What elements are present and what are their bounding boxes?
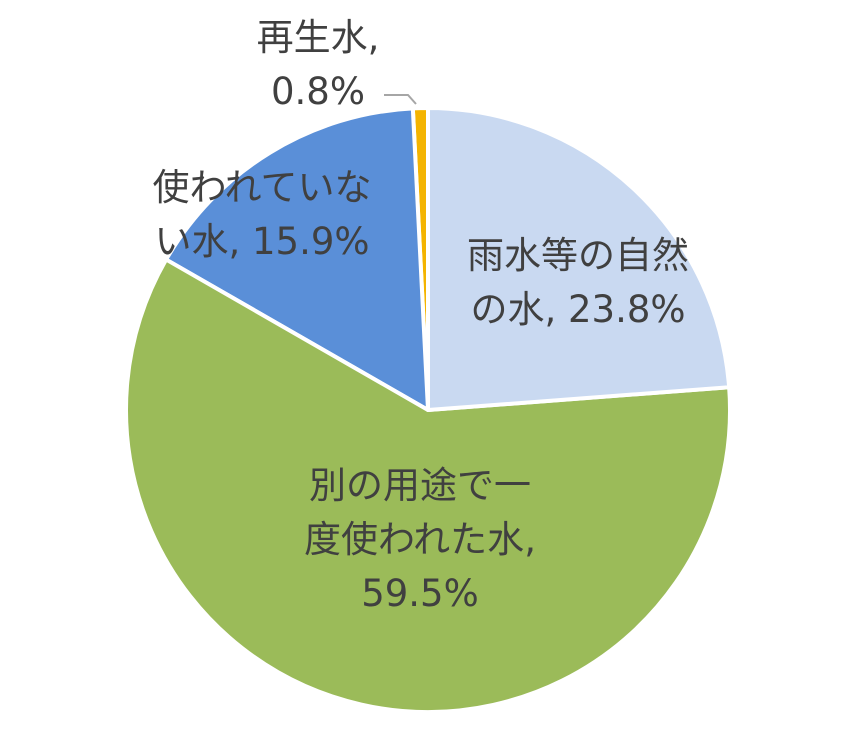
label-separator: , (524, 518, 536, 561)
label-category: 使われていない水 (152, 166, 372, 263)
pie-slice (124, 257, 732, 714)
pie-slice (164, 106, 430, 412)
label-separator: , (544, 288, 568, 331)
leader-line (384, 94, 417, 105)
label-category: 雨水等の自然の水 (467, 234, 689, 331)
label-value: 15.9% (251, 220, 370, 263)
label-separator: , (228, 220, 252, 263)
label-separator: , (367, 16, 380, 59)
data-label: 別の用途で一度使われた水, 59.5% (295, 459, 545, 621)
label-value: 23.8% (567, 288, 686, 331)
data-label: 雨水等の自然の水, 23.8% (453, 229, 703, 337)
label-value: 0.8% (271, 70, 365, 113)
label-value: 59.5% (361, 572, 479, 615)
pie-slice (426, 106, 732, 412)
label-category: 再生水 (256, 16, 368, 59)
data-label: 再生水, 0.8% (248, 11, 388, 119)
label-category: 別の用途で一度使われた水 (304, 464, 531, 561)
data-label: 使われていない水, 15.9% (137, 161, 387, 269)
